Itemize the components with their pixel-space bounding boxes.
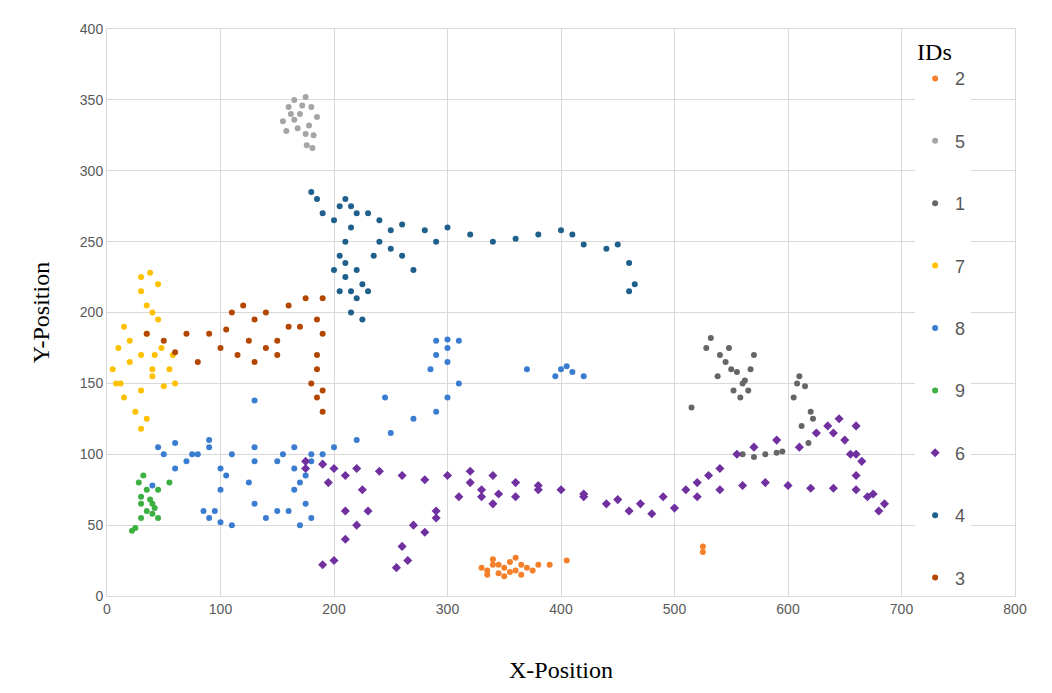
svg-text:350: 350 xyxy=(80,92,104,108)
svg-text:300: 300 xyxy=(436,601,460,617)
svg-text:9: 9 xyxy=(955,381,965,401)
svg-text:5: 5 xyxy=(955,132,965,152)
svg-text:0: 0 xyxy=(103,601,111,617)
svg-text:700: 700 xyxy=(890,601,914,617)
svg-text:100: 100 xyxy=(80,446,104,462)
svg-text:50: 50 xyxy=(88,517,104,533)
svg-text:800: 800 xyxy=(1003,601,1027,617)
svg-text:8: 8 xyxy=(955,319,965,339)
svg-text:150: 150 xyxy=(80,375,104,391)
svg-text:4: 4 xyxy=(955,506,965,526)
svg-text:200: 200 xyxy=(80,304,104,320)
svg-text:500: 500 xyxy=(663,601,687,617)
svg-text:0: 0 xyxy=(95,588,103,604)
svg-text:1: 1 xyxy=(955,194,965,214)
svg-text:Y-Position: Y-Position xyxy=(28,262,54,363)
svg-text:3: 3 xyxy=(955,569,965,589)
svg-text:200: 200 xyxy=(322,601,346,617)
svg-text:X-Position: X-Position xyxy=(509,657,613,683)
svg-text:IDs: IDs xyxy=(917,39,952,65)
svg-text:300: 300 xyxy=(80,163,104,179)
svg-text:600: 600 xyxy=(776,601,800,617)
svg-text:400: 400 xyxy=(549,601,573,617)
svg-text:7: 7 xyxy=(955,257,965,277)
svg-text:250: 250 xyxy=(80,234,104,250)
svg-text:6: 6 xyxy=(955,444,965,464)
svg-text:2: 2 xyxy=(955,69,965,89)
svg-text:400: 400 xyxy=(80,21,104,37)
svg-text:100: 100 xyxy=(209,601,233,617)
